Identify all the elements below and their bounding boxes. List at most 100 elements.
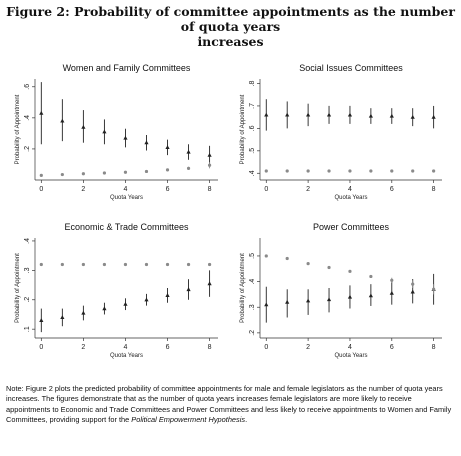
- y-tick-label: .8: [249, 80, 256, 86]
- panel-social-issues: Social Issues Committees .4 .5 .6 .7 .8 0 2 4 6 8 Q…: [240, 63, 442, 201]
- y-tick-label: .2: [24, 297, 31, 303]
- data-point-circle: [285, 256, 289, 261]
- panel-economic-trade: Economic & Trade Committees .1 .2 .3 .4 0 2 4 6 8…: [15, 222, 218, 359]
- panel-title: Women and Family Committees: [63, 63, 191, 73]
- panel-title: Economic & Trade Committees: [64, 222, 189, 232]
- data-point-triangle: [102, 129, 107, 134]
- data-point-triangle: [102, 306, 107, 311]
- data-point-circle: [264, 169, 268, 173]
- panel-title: Power Committees: [313, 222, 390, 232]
- y-tick-label: .2: [249, 330, 256, 336]
- y-axis-label: Probability of Appointment: [15, 94, 21, 164]
- data-point-circle: [207, 163, 212, 167]
- panel-power: Power Committees .2 .3 .4 .5 0 2 4 6 8 Quota Years…: [240, 222, 442, 359]
- x-tick-label: 8: [432, 186, 436, 193]
- x-tick-label: 0: [264, 186, 268, 193]
- x-tick-label: 2: [81, 186, 85, 193]
- y-axis-label: Probability of Appointment: [240, 253, 246, 323]
- figure-note: Note: Figure 2 plots the predicted proba…: [6, 384, 455, 426]
- y-tick-label: .6: [249, 125, 256, 131]
- data-point-circle: [306, 262, 310, 266]
- data-point-circle: [348, 269, 352, 273]
- panel-title: Social Issues Committees: [299, 63, 403, 73]
- x-tick-label: 4: [348, 186, 352, 193]
- data-point-triangle: [81, 310, 86, 315]
- data-point-circle: [411, 169, 415, 173]
- data-point-circle: [369, 274, 373, 279]
- y-axis-label: Probability of Appointment: [240, 94, 246, 164]
- note-end: .: [245, 415, 248, 425]
- x-tick-label: 6: [166, 186, 170, 193]
- x-tick-label: 2: [81, 344, 85, 351]
- figure-title: Figure 2: Probability of committee appoi…: [0, 4, 461, 49]
- data-point-triangle: [431, 114, 436, 119]
- data-point-triangle: [347, 294, 353, 299]
- data-point-triangle: [306, 112, 311, 117]
- data-point-triangle: [285, 299, 290, 304]
- data-point-triangle: [347, 112, 353, 117]
- data-point-triangle: [186, 149, 191, 154]
- x-axis-label: Quota Years: [110, 195, 143, 201]
- data-point-circle: [123, 170, 128, 174]
- data-point-triangle: [60, 118, 65, 123]
- data-point-triangle: [165, 145, 170, 149]
- data-point-triangle: [306, 298, 311, 303]
- x-tick-label: 6: [166, 344, 170, 351]
- data-point-triangle: [144, 297, 149, 302]
- data-point-circle: [39, 173, 43, 177]
- data-point-triangle: [285, 112, 290, 117]
- data-point-circle: [432, 287, 436, 291]
- y-axis-label: Probability of Appointment: [15, 253, 21, 323]
- data-point-triangle: [368, 113, 373, 118]
- data-point-circle: [186, 166, 191, 170]
- panel-women-family: Women and Family Committees .2 .4 .6 0 2 4 6 8 Qu…: [15, 63, 218, 201]
- note-text: Note: Figure 2 plots the predicted proba…: [6, 384, 452, 425]
- data-point-circle: [207, 262, 212, 267]
- y-tick-label: .1: [24, 326, 31, 332]
- data-point-triangle: [60, 315, 65, 320]
- data-point-triangle: [410, 114, 415, 119]
- figure-title-line-2: increases: [197, 34, 264, 49]
- x-tick-label: 6: [390, 344, 394, 351]
- y-tick-label: .6: [24, 84, 31, 90]
- data-point-circle: [327, 265, 331, 270]
- data-point-circle: [102, 262, 107, 267]
- y-tick-label: .4: [249, 170, 256, 176]
- x-tick-label: 0: [39, 344, 43, 351]
- y-tick-label: .4: [24, 115, 31, 121]
- data-point-circle: [432, 169, 436, 173]
- x-axis-label: Quota Years: [334, 353, 367, 359]
- data-point-circle: [60, 172, 64, 177]
- data-point-circle: [348, 169, 352, 173]
- x-tick-label: 4: [123, 186, 127, 193]
- data-point-circle: [186, 262, 191, 267]
- data-point-circle: [264, 254, 268, 258]
- data-point-triangle: [81, 124, 86, 129]
- x-axis-label: Quota Years: [334, 195, 367, 201]
- data-point-triangle: [389, 290, 394, 295]
- data-point-circle: [369, 169, 373, 173]
- figure-title-line-1: Figure 2: Probability of committee appoi…: [6, 4, 455, 34]
- data-point-circle: [102, 171, 107, 175]
- x-tick-label: 0: [39, 186, 43, 193]
- data-point-circle: [39, 262, 43, 267]
- data-point-triangle: [186, 287, 191, 292]
- data-point-triangle: [39, 110, 44, 115]
- data-point-triangle: [123, 301, 128, 306]
- data-point-triangle: [144, 140, 149, 145]
- data-point-circle: [390, 169, 394, 173]
- x-axis-label: Quota Years: [110, 353, 143, 359]
- chart-grid: Women and Family Committees .2 .4 .6 0 2 4 6 8 Qu…: [15, 63, 442, 359]
- x-tick-label: 4: [348, 344, 352, 351]
- data-point-triangle: [39, 318, 44, 322]
- x-tick-label: 0: [264, 344, 268, 351]
- x-tick-label: 6: [390, 186, 394, 193]
- data-point-triangle: [389, 113, 394, 118]
- data-point-triangle: [264, 112, 269, 117]
- data-point-triangle: [410, 289, 415, 294]
- y-tick-label: .3: [249, 304, 256, 310]
- y-tick-label: .5: [249, 148, 256, 154]
- y-tick-label: .2: [24, 146, 31, 152]
- y-tick-label: .3: [24, 267, 31, 273]
- data-point-circle: [411, 282, 415, 286]
